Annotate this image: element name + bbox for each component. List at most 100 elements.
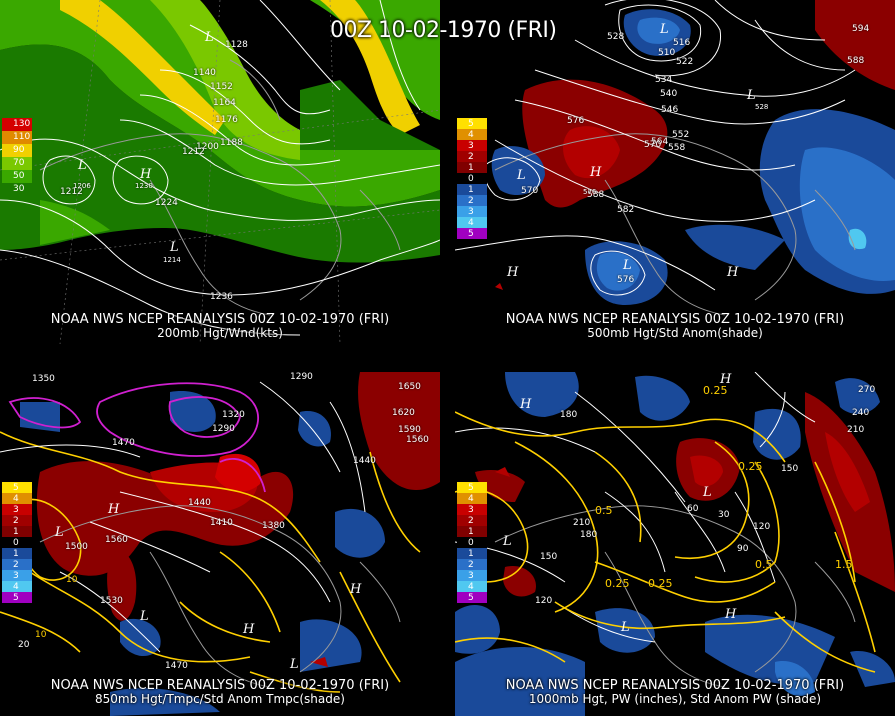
legend-200mb: 130 110 90 70 50 30 bbox=[2, 118, 32, 196]
legend-label: 2 bbox=[468, 516, 474, 526]
low-pressure-marker: L bbox=[623, 258, 632, 273]
contour-label: 588 bbox=[587, 190, 605, 200]
legend-swatch: 3 bbox=[457, 504, 487, 515]
legend-label: 3 bbox=[468, 571, 474, 581]
legend-850mb: 5 4 3 2 1 0 1 2 3 4 5 bbox=[2, 482, 32, 603]
legend-label: 4 bbox=[13, 582, 19, 592]
high-pressure-marker: H bbox=[725, 607, 737, 622]
legend-swatch: 70 bbox=[2, 157, 32, 170]
contour-label: 0.5 bbox=[755, 558, 773, 571]
page-title: 00Z 10-02-1970 (FRI) bbox=[330, 18, 557, 43]
legend-swatch: 5 bbox=[457, 228, 487, 239]
high-pressure-marker: H bbox=[507, 265, 519, 280]
contour-label: 1224 bbox=[155, 198, 178, 208]
legend-swatch: 0 bbox=[457, 537, 487, 548]
panel-caption-source: NOAA NWS NCEP REANALYSIS 00Z 10-02-1970 … bbox=[505, 312, 845, 327]
low-pressure-marker: L bbox=[621, 620, 630, 635]
legend-label: 50 bbox=[13, 171, 25, 181]
contour-label: 1176 bbox=[215, 115, 238, 125]
legend-label: 30 bbox=[13, 184, 25, 194]
legend-label: 1 bbox=[468, 163, 474, 173]
panel-caption-source: NOAA NWS NCEP REANALYSIS 00Z 10-02-1970 … bbox=[50, 678, 390, 693]
legend-label: 5 bbox=[13, 593, 19, 603]
legend-swatch: 4 bbox=[457, 217, 487, 228]
map-panel-200mb: 130 110 90 70 50 30 1128 1140 1152 1164 … bbox=[0, 0, 440, 344]
legend-swatch: 1 bbox=[457, 548, 487, 559]
legend-label: 130 bbox=[13, 119, 31, 129]
low-pressure-marker: L bbox=[503, 534, 512, 549]
contour-label: 120 bbox=[753, 522, 771, 532]
legend-swatch: 5 bbox=[2, 482, 32, 493]
legend-swatch: 3 bbox=[457, 206, 487, 217]
low-pressure-marker: L bbox=[55, 525, 64, 540]
contour-label: 210 bbox=[847, 425, 865, 435]
legend-label: 1 bbox=[13, 549, 19, 559]
contour-label: 522 bbox=[676, 57, 694, 67]
contour-label: 594 bbox=[852, 24, 870, 34]
legend-label: 4 bbox=[468, 494, 474, 504]
contour-label: 240 bbox=[852, 408, 870, 418]
legend-swatch: 110 bbox=[2, 131, 32, 144]
contour-label: 582 bbox=[617, 205, 635, 215]
low-pressure-marker: L bbox=[205, 30, 214, 45]
legend-swatch: 4 bbox=[457, 129, 487, 140]
legend-label: 2 bbox=[468, 560, 474, 570]
legend-label: 5 bbox=[468, 119, 474, 129]
legend-label: 3 bbox=[468, 207, 474, 217]
map-panel-850mb: 5 4 3 2 1 0 1 2 3 4 5 1290 1320 1290 147… bbox=[0, 372, 440, 716]
contour-label: 1590 bbox=[398, 425, 421, 435]
contour-label: 150 bbox=[540, 552, 558, 562]
legend-label: 110 bbox=[13, 132, 31, 142]
panel-caption-field: 1000mb Hgt, PW (inches), Std Anom PW (sh… bbox=[528, 692, 822, 706]
legend-label: 3 bbox=[13, 571, 19, 581]
contour-label: 120 bbox=[535, 596, 553, 606]
contour-label: 10 bbox=[66, 575, 78, 585]
contour-label: 1128 bbox=[225, 40, 248, 50]
contour-label: 570 bbox=[644, 140, 662, 150]
contour-label: 0.5 bbox=[595, 504, 613, 517]
map-200mb-graphic bbox=[0, 0, 440, 344]
legend-swatch: 5 bbox=[457, 482, 487, 493]
contour-label: 1212 bbox=[60, 187, 83, 197]
contour-label: 1290 bbox=[290, 372, 313, 382]
contour-label: 1236 bbox=[210, 292, 233, 302]
legend-label: 5 bbox=[468, 229, 474, 239]
contour-label: 210 bbox=[573, 518, 591, 528]
legend-label: 2 bbox=[468, 152, 474, 162]
contour-label: 1.5 bbox=[835, 558, 853, 571]
contour-label: 0.25 bbox=[605, 577, 630, 590]
contour-label: 1470 bbox=[112, 438, 135, 448]
legend-label: 4 bbox=[468, 218, 474, 228]
panel-caption-field: 850mb Hgt/Tmpc/Std Anom Tmpc(shade) bbox=[95, 692, 345, 706]
contour-label: 270 bbox=[858, 385, 876, 395]
contour-label: 1188 bbox=[220, 138, 243, 148]
contour-label: 10 bbox=[35, 630, 47, 640]
contour-label: 1560 bbox=[105, 535, 128, 545]
contour-label: 30 bbox=[718, 510, 730, 520]
contour-label: 1152 bbox=[210, 82, 233, 92]
contour-label: 1620 bbox=[392, 408, 415, 418]
legend-swatch: 4 bbox=[2, 581, 32, 592]
low-pressure-marker: L bbox=[660, 22, 669, 37]
legend-swatch: 1 bbox=[457, 526, 487, 537]
contour-label: 1212 bbox=[182, 147, 205, 157]
contour-label: 1380 bbox=[262, 521, 285, 531]
contour-label: 0.25 bbox=[648, 577, 673, 590]
contour-label: 588 bbox=[847, 56, 865, 66]
legend-label: 3 bbox=[468, 505, 474, 515]
contour-label: 1530 bbox=[100, 596, 123, 606]
legend-swatch: 90 bbox=[2, 144, 32, 157]
contour-label: 1440 bbox=[188, 498, 211, 508]
contour-label: 1440 bbox=[353, 456, 376, 466]
legend-label: 4 bbox=[468, 130, 474, 140]
contour-label: 1214 bbox=[163, 256, 181, 264]
legend-label: 5 bbox=[468, 593, 474, 603]
legend-swatch: 5 bbox=[2, 592, 32, 603]
contour-label: 1200 bbox=[196, 142, 219, 152]
low-pressure-marker: L bbox=[747, 88, 756, 103]
panel-caption-source: NOAA NWS NCEP REANALYSIS 00Z 10-02-1970 … bbox=[505, 678, 845, 693]
low-pressure-marker: L bbox=[170, 240, 179, 255]
contour-label: 576 bbox=[583, 188, 597, 196]
legend-label: 4 bbox=[13, 494, 19, 504]
contour-label: 546 bbox=[661, 105, 679, 115]
